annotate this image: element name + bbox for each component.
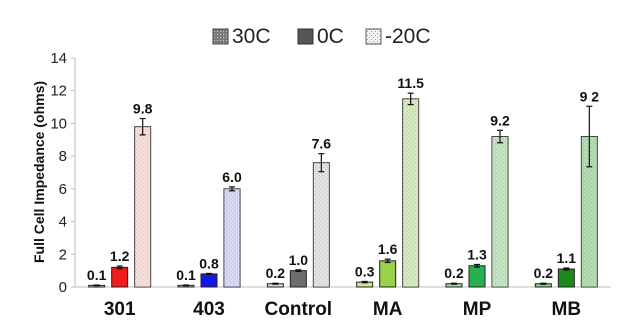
bar-texture xyxy=(134,126,151,287)
data-label: 1.6 xyxy=(378,241,398,257)
x-category-label: MB xyxy=(552,299,582,320)
y-tick-label: 6 xyxy=(59,181,67,198)
data-label: 9.2 xyxy=(490,112,510,128)
y-tick-label: 0 xyxy=(59,279,67,296)
data-label: 1.3 xyxy=(467,246,487,262)
data-label: 0.2 xyxy=(534,265,554,281)
y-axis-label: Full Cell Impedance (ohms) xyxy=(31,81,47,263)
bar-texture xyxy=(581,136,598,287)
bar-texture xyxy=(224,188,240,287)
data-label: 7.6 xyxy=(312,136,332,152)
bars xyxy=(88,92,598,288)
data-label: 1.1 xyxy=(557,250,577,266)
x-category-label: 301 xyxy=(104,299,136,320)
bar-texture xyxy=(492,136,508,287)
bar-403-0c xyxy=(200,273,218,288)
y-tick-label: 10 xyxy=(50,115,67,132)
axes: 0 2 4 6 8 10 12 14 301 403 Control MA MP MB xyxy=(50,50,611,320)
bar-texture xyxy=(402,98,419,288)
data-label: 6.0 xyxy=(222,169,242,185)
x-category-label: 403 xyxy=(193,299,225,320)
data-label: 0.1 xyxy=(176,267,196,283)
x-category-label: Control xyxy=(265,299,333,320)
legend-label-minus20c: -20C xyxy=(385,25,431,48)
bar-texture xyxy=(313,162,330,287)
bar-mp-0c xyxy=(468,265,486,288)
data-label: 0.2 xyxy=(266,265,286,281)
legend-swatch-0c xyxy=(297,28,314,45)
data-label: 9 2 xyxy=(580,88,600,104)
legend: 30C 0C -20C xyxy=(212,25,431,48)
y-tick-label: 4 xyxy=(59,214,67,231)
y-tick-label: 14 xyxy=(50,50,67,67)
data-label: 9.8 xyxy=(133,101,153,117)
legend-item-0c: 0C xyxy=(297,25,344,48)
data-label: 1.0 xyxy=(289,252,309,268)
data-label: 0.1 xyxy=(87,267,107,283)
y-tick-label: 12 xyxy=(50,83,67,100)
legend-label-30c: 30C xyxy=(232,25,271,48)
y-tick-label: 8 xyxy=(59,148,67,165)
bar-301-0c xyxy=(111,266,129,288)
x-category-label: MA xyxy=(373,299,403,320)
legend-item-30c: 30C xyxy=(212,25,271,48)
data-label: 0.3 xyxy=(355,263,375,279)
legend-item-minus20c: -20C xyxy=(365,25,431,48)
x-category-label: MP xyxy=(463,299,492,320)
bar-control-0c xyxy=(289,270,307,288)
data-label: 0.2 xyxy=(444,265,464,281)
bar-ma-0c xyxy=(379,260,397,288)
bar-mb-0c xyxy=(557,268,575,288)
y-tick-label: 2 xyxy=(59,246,67,263)
data-label: 11.5 xyxy=(397,75,424,91)
legend-label-0c: 0C xyxy=(317,25,344,48)
data-label: 0.8 xyxy=(199,255,219,271)
legend-swatch-30c xyxy=(212,28,229,45)
legend-swatch-minus20c xyxy=(365,28,382,45)
data-labels: 0.11.29.80.10.86.00.21.07.60.31.611.50.2… xyxy=(87,75,599,283)
data-label: 1.2 xyxy=(110,248,130,264)
